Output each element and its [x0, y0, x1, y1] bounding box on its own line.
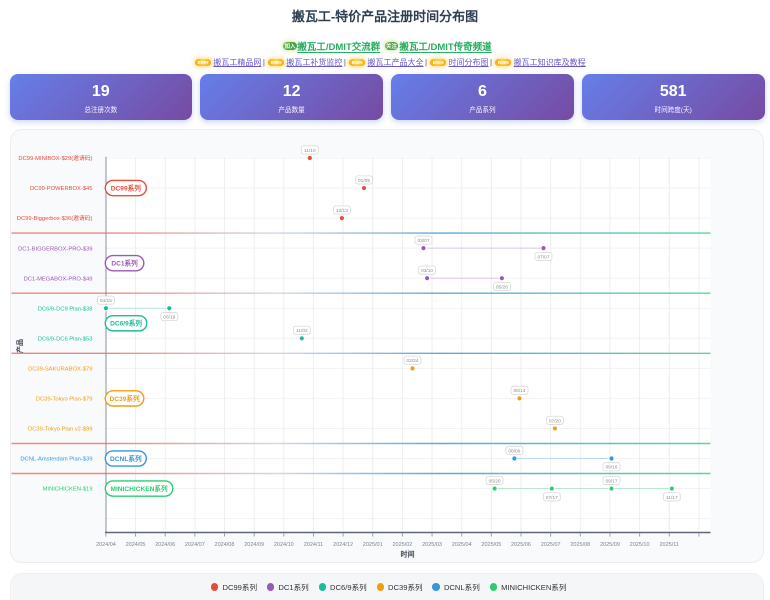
svg-text:2024/07: 2024/07: [184, 542, 204, 548]
svg-text:04/15: 04/15: [99, 298, 111, 304]
svg-text:07/17: 07/17: [545, 495, 557, 501]
svg-text:2024/08: 2024/08: [214, 542, 234, 548]
svg-text:DC39-Tokyo Plan v2-$99: DC39-Tokyo Plan v2-$99: [28, 427, 92, 433]
svg-text:2025/11: 2025/11: [659, 542, 678, 548]
svg-text:DC99-MINIBOX-$29(邀请码): DC99-MINIBOX-$29(邀请码): [18, 154, 92, 162]
svg-text:MINICHICKEN-$19: MINICHICKEN-$19: [42, 487, 92, 493]
svg-text:DC99-POWERBOX-$45: DC99-POWERBOX-$45: [30, 186, 93, 192]
svg-text:2024/06: 2024/06: [155, 542, 175, 548]
svg-text:2024/04: 2024/04: [95, 542, 115, 548]
svg-text:09/16: 09/16: [605, 465, 617, 471]
svg-text:2025/03: 2025/03: [422, 542, 442, 548]
svg-text:11/02: 11/02: [295, 328, 307, 334]
svg-text:DCNL-Amsterdam Plan-$39: DCNL-Amsterdam Plan-$39: [20, 457, 92, 463]
svg-text:2025/04: 2025/04: [451, 542, 471, 548]
svg-text:02/24: 02/24: [406, 358, 418, 364]
svg-text:2025/09: 2025/09: [600, 542, 620, 548]
svg-text:2025/07: 2025/07: [540, 542, 560, 548]
svg-text:2025/02: 2025/02: [392, 542, 412, 548]
svg-text:09/17: 09/17: [605, 478, 617, 484]
svg-text:2025/05: 2025/05: [481, 542, 501, 548]
svg-text:2024/05: 2024/05: [125, 542, 145, 548]
svg-text:DC39系列: DC39系列: [109, 394, 139, 403]
svg-text:05/26: 05/26: [495, 284, 507, 290]
svg-text:DC6/9-DC6 Plan-$53: DC6/9-DC6 Plan-$53: [37, 336, 92, 342]
svg-text:11/10: 11/10: [303, 148, 315, 154]
svg-text:2025/10: 2025/10: [629, 542, 649, 548]
svg-text:07/07: 07/07: [537, 254, 549, 260]
svg-text:11/17: 11/17: [665, 495, 677, 501]
svg-text:03/10: 03/10: [421, 268, 433, 274]
svg-text:05/20: 05/20: [488, 478, 500, 484]
svg-text:DC39-Tokyo Plan-$79: DC39-Tokyo Plan-$79: [35, 397, 92, 403]
svg-text:DC99系列: DC99系列: [110, 183, 140, 192]
svg-text:2024/10: 2024/10: [273, 542, 293, 548]
svg-text:2025/08: 2025/08: [570, 542, 590, 548]
svg-text:时间: 时间: [400, 550, 414, 559]
svg-text:2024/12: 2024/12: [333, 542, 353, 548]
svg-text:DC1-MEGABOX-PRO-$49: DC1-MEGABOX-PRO-$49: [23, 276, 92, 282]
svg-text:01/05: 01/05: [357, 178, 369, 184]
svg-text:06/09: 06/09: [508, 448, 520, 454]
svg-text:产品: 产品: [15, 339, 24, 353]
svg-text:DC99-Biggerbox-$36(邀请码): DC99-Biggerbox-$36(邀请码): [16, 214, 92, 222]
svg-text:DC6/9系列: DC6/9系列: [110, 319, 142, 328]
svg-text:2025/06: 2025/06: [511, 542, 531, 548]
svg-text:2024/09: 2024/09: [244, 542, 264, 548]
svg-text:2025/01: 2025/01: [362, 542, 382, 548]
svg-text:DC39-SAKURABOX-$79: DC39-SAKURABOX-$79: [28, 366, 92, 372]
svg-text:06/19: 06/19: [163, 314, 175, 320]
svg-text:03/07: 03/07: [417, 238, 429, 244]
svg-text:MINICHICKEN系列: MINICHICKEN系列: [110, 484, 168, 493]
svg-text:DC1-BIGGERBOX-PRO-$39: DC1-BIGGERBOX-PRO-$39: [18, 246, 92, 252]
svg-text:12/13: 12/13: [335, 208, 347, 214]
svg-text:2024/11: 2024/11: [303, 542, 322, 548]
svg-text:DCNL系列: DCNL系列: [110, 454, 142, 463]
svg-text:07/20: 07/20: [548, 418, 560, 424]
svg-text:06/14: 06/14: [513, 388, 525, 394]
svg-text:DC6/9-DC9 Plan-$38: DC6/9-DC9 Plan-$38: [37, 306, 92, 312]
svg-text:DC1系列: DC1系列: [111, 259, 138, 268]
